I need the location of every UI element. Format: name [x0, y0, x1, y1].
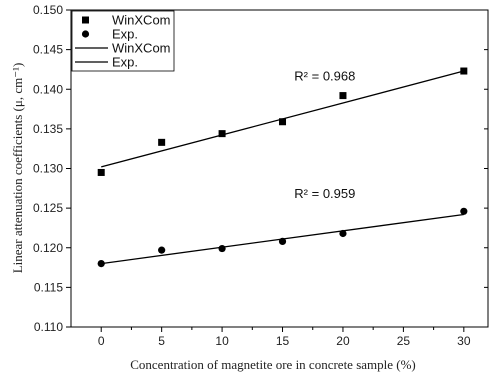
x-tick-label: 30 — [457, 334, 471, 348]
y-tick-label: 0.140 — [33, 82, 63, 96]
x-tick-label: 5 — [158, 334, 165, 348]
data-point — [97, 260, 105, 268]
legend-circle-marker — [81, 30, 90, 38]
y-tick-label: 0.145 — [33, 43, 63, 57]
legend-label: Exp. — [112, 55, 138, 70]
data-point — [158, 246, 166, 254]
y-axis-label: Linear attenuation coefficients (μ, cm⁻¹… — [10, 63, 25, 274]
data-point — [460, 207, 468, 215]
data-point — [218, 244, 226, 253]
axis-ticks: 0 5 10 15 20 25 30 0.110 0.115 0.120 0.125 0.130 0.1… — [33, 3, 488, 348]
y-tick-label: 0.125 — [33, 201, 63, 215]
legend-label: Exp. — [112, 27, 138, 42]
data-point — [218, 130, 226, 138]
x-tick-label: 25 — [397, 334, 411, 348]
data-point — [278, 237, 287, 246]
data-point — [339, 92, 347, 100]
data-point — [158, 138, 166, 146]
data-point — [460, 67, 468, 75]
data-point — [339, 229, 347, 238]
r-squared-label: R² = 0.959 — [294, 186, 355, 201]
r-squared-label: R² = 0.968 — [294, 69, 355, 84]
annotations: R² = 0.968 R² = 0.959 — [294, 69, 355, 201]
y-tick-label: 0.130 — [33, 162, 63, 176]
y-tick-label: 0.120 — [33, 241, 63, 255]
x-axis-label: Concentration of magnetite ore in concre… — [130, 357, 416, 372]
y-tick-label: 0.110 — [34, 320, 63, 334]
x-tick-label: 10 — [215, 334, 229, 348]
data-point — [279, 118, 287, 126]
y-tick-label: 0.135 — [33, 122, 63, 136]
legend-square-marker — [82, 16, 89, 24]
y-tick-label: 0.115 — [34, 280, 63, 294]
legend-label: WinXCom — [112, 41, 171, 56]
x-tick-label: 15 — [276, 334, 290, 348]
x-tick-label: 0 — [98, 334, 105, 348]
data-points — [97, 67, 468, 268]
x-tick-label: 20 — [336, 334, 350, 348]
legend-label: WinXCom — [112, 13, 171, 28]
y-tick-label: 0.150 — [33, 3, 63, 17]
data-point — [97, 168, 105, 176]
fit-lines — [101, 70, 464, 265]
